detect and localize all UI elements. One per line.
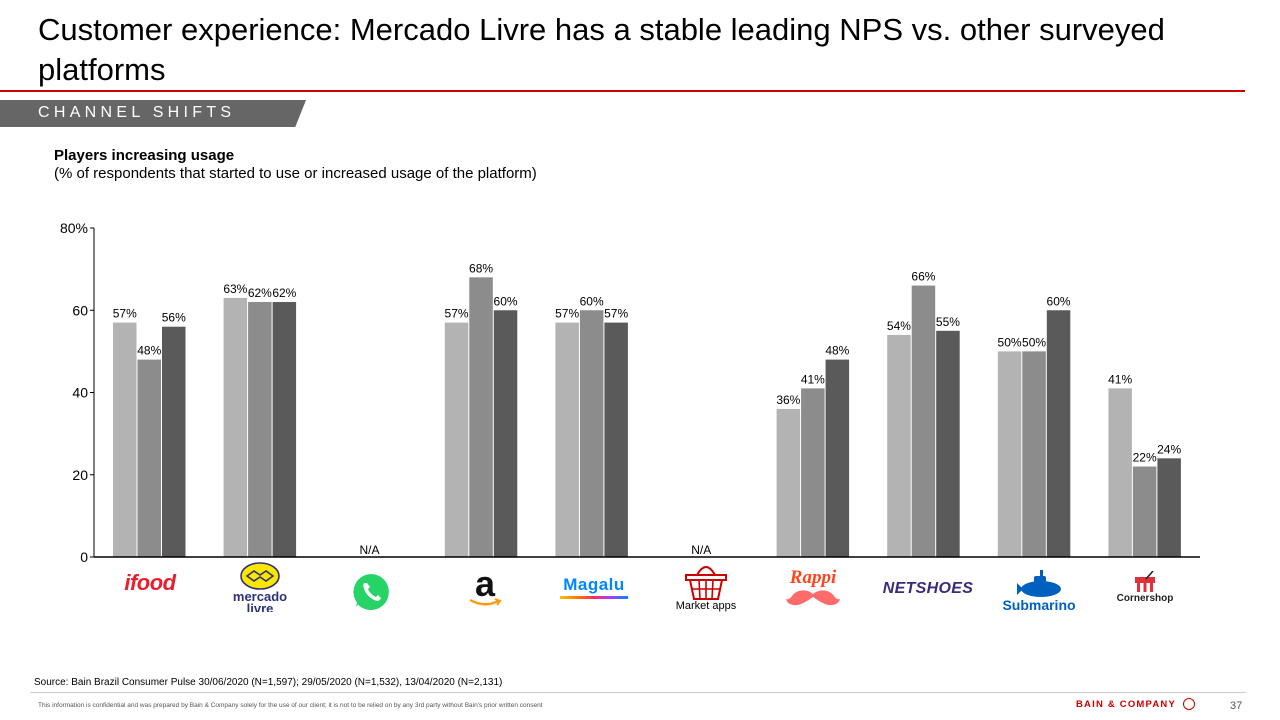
bar <box>1108 388 1132 557</box>
bar-value-label: 62% <box>248 286 272 300</box>
rappi-logo-text: Rappi <box>789 567 837 588</box>
bar <box>272 302 297 557</box>
bar-value-label: 60% <box>494 294 518 308</box>
bar <box>579 310 604 557</box>
bar-value-label: 50% <box>1022 335 1046 349</box>
bar-value-label: 24% <box>1157 442 1181 456</box>
bar-value-label: 57% <box>113 307 137 321</box>
market-apps-label: Market apps <box>675 600 737 612</box>
bar-value-label: 60% <box>580 294 604 308</box>
bar-value-label: 48% <box>137 344 161 358</box>
page-title: Customer experience: Mercado Livre has a… <box>38 12 1165 87</box>
ifood-logo-text: ifood <box>124 570 176 595</box>
bar <box>997 351 1022 557</box>
rappi-logo: Rappi <box>780 568 846 606</box>
brand-wordmark: BAIN & COMPANY <box>1076 699 1177 710</box>
bar-value-label: 62% <box>272 286 296 300</box>
amazon-logo: a <box>462 566 508 608</box>
cornershop-logo: Cornershop <box>1108 571 1182 604</box>
page-number: 37 <box>1230 700 1243 712</box>
chart-subtitle: (% of respondents that started to use or… <box>54 165 537 182</box>
bar <box>776 408 801 557</box>
bar <box>801 388 825 557</box>
bar-value-label: 60% <box>1047 294 1071 308</box>
y-tick-label: 80% <box>60 220 88 236</box>
bar-value-label: 41% <box>1108 372 1132 386</box>
bar <box>604 322 628 557</box>
bar <box>1157 458 1181 557</box>
ifood-logo: ifood <box>110 570 190 596</box>
bar-value-label: 66% <box>911 270 935 284</box>
cornershop-logo-text: Cornershop <box>1116 593 1174 604</box>
bar-value-label: 63% <box>223 282 247 296</box>
bar <box>1046 310 1071 557</box>
y-tick-label: 20 <box>72 467 88 483</box>
submarino-logo: Submarino <box>996 570 1082 613</box>
shopping-basket-icon <box>685 566 727 600</box>
na-label: N/A <box>359 543 379 557</box>
bar <box>223 297 248 557</box>
netshoes-logo: NETSHOES <box>872 580 984 598</box>
mustache-icon <box>786 590 840 606</box>
source-note: Source: Bain Brazil Consumer Pulse 30/06… <box>34 677 503 688</box>
bar <box>444 322 469 557</box>
bar <box>936 330 960 557</box>
confidentiality-disclaimer: This information is confidential and was… <box>38 702 543 709</box>
handshake-icon <box>240 562 280 590</box>
market-apps-logo: Market apps <box>668 559 744 612</box>
bar-value-label: 41% <box>801 372 825 386</box>
whatsapp-logo <box>348 570 394 619</box>
bar-value-label: 54% <box>887 319 911 333</box>
chart-title: Players increasing usage <box>54 147 235 164</box>
bar <box>162 326 186 557</box>
bar <box>825 359 850 557</box>
bar-value-label: 57% <box>555 307 579 321</box>
bar <box>113 322 137 557</box>
submarine-icon <box>1017 570 1061 597</box>
bar-value-label: 56% <box>162 311 186 325</box>
bar-value-label: 22% <box>1133 451 1157 465</box>
amazon-logo-letter: a <box>474 563 496 604</box>
bar-value-label: 50% <box>998 335 1022 349</box>
magalu-rainbow-bar <box>560 596 628 599</box>
magalu-logo: Magalu <box>552 575 636 599</box>
bar-value-label: 57% <box>445 307 469 321</box>
brand-mark-icon <box>1183 698 1195 710</box>
bar <box>887 334 911 557</box>
y-tick-label: 60 <box>72 302 88 318</box>
mercado-livre-logo: mercado livre <box>220 561 300 612</box>
section-tag: CHANNEL SHIFTS <box>0 100 306 127</box>
amazon-smile-icon <box>469 598 502 606</box>
magalu-logo-text: Magalu <box>563 575 625 594</box>
bar <box>555 322 579 557</box>
bar-value-label: 57% <box>604 307 628 321</box>
bar <box>1022 351 1046 557</box>
submarino-logo-text: Submarino <box>1002 597 1076 613</box>
title-divider <box>0 90 1245 92</box>
bar <box>248 302 272 557</box>
cornershop-storefront-icon <box>1135 571 1155 592</box>
bar-value-label: 55% <box>936 315 960 329</box>
y-tick-label: 40 <box>72 385 88 401</box>
na-label: N/A <box>691 543 711 557</box>
section-tag-label: CHANNEL SHIFTS <box>38 104 236 121</box>
netshoes-logo-text: NETSHOES <box>882 580 974 597</box>
y-tick-label: 0 <box>80 549 88 565</box>
bar-value-label: 36% <box>776 393 800 407</box>
whatsapp-icon <box>351 571 391 612</box>
bar <box>493 310 518 557</box>
bar <box>469 277 493 557</box>
bar-value-label: 48% <box>825 344 849 358</box>
bar <box>911 285 936 557</box>
bar-value-label: 68% <box>469 261 493 275</box>
footer-divider <box>30 692 1246 693</box>
bar <box>137 359 161 557</box>
bar <box>1132 466 1157 557</box>
mercado-logo-word-bottom: livre <box>246 603 274 612</box>
mercado-logo-word-top: mercado <box>232 589 288 604</box>
